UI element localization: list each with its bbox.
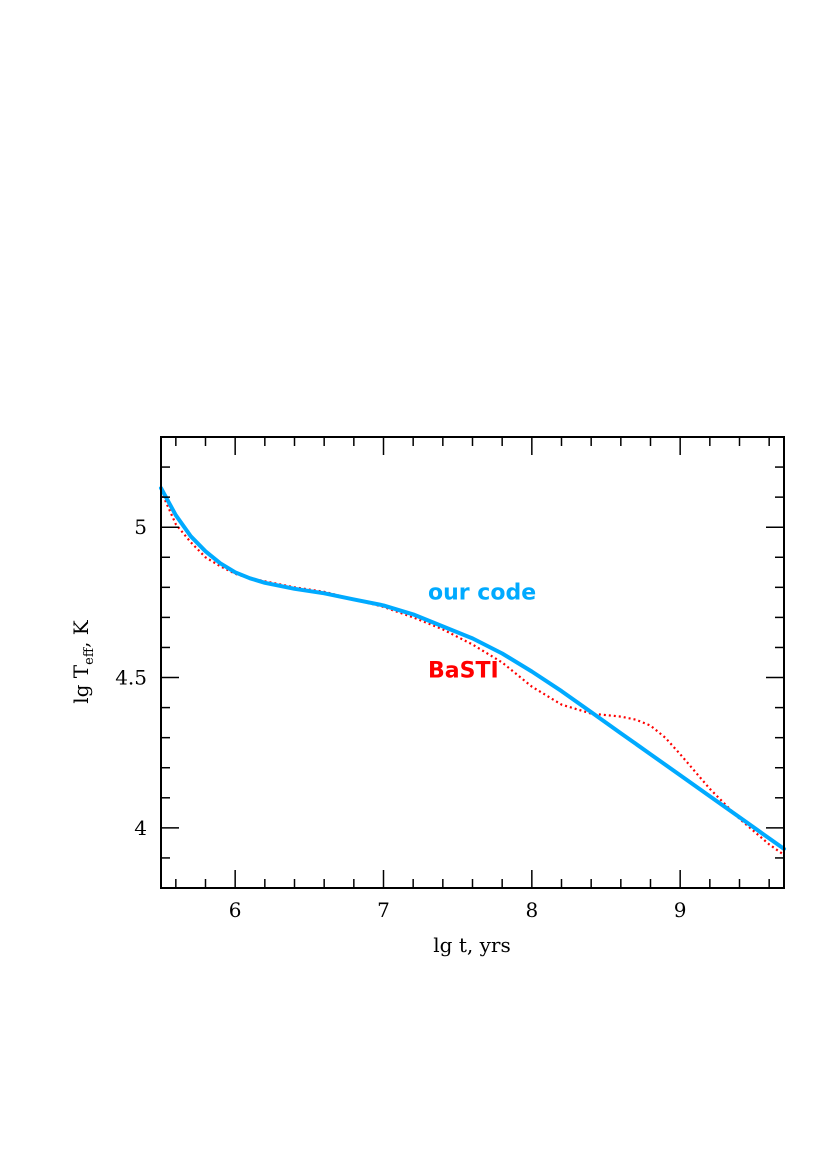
y-axis-label-tail: , K [69,619,93,648]
y-tick-label: 4.5 [115,666,147,690]
series-line-our-code [159,486,786,851]
series-layer [159,486,786,856]
annotation-our-code: our code [428,580,536,605]
x-tick-label: 6 [229,898,242,922]
x-tick-label: 7 [377,898,390,922]
y-axis-label-sub: eff [82,646,97,665]
annotation-basti: BaSTI [428,659,499,684]
y-axis-label-main: lg T [69,664,93,704]
x-axis-label: lg t, yrs [433,933,510,957]
ticks-layer [161,436,784,889]
x-tick-label: 8 [525,898,538,922]
y-tick-label: 5 [134,515,147,539]
y-axis-label: lg Teff, K [69,619,97,704]
y-tick-label: 4 [134,816,147,840]
x-tick-label: 9 [674,898,687,922]
svg-text:lg Teff, K: lg Teff, K [69,619,97,704]
labels-layer: 6 7 8 9 4 4.5 5 [115,515,686,922]
